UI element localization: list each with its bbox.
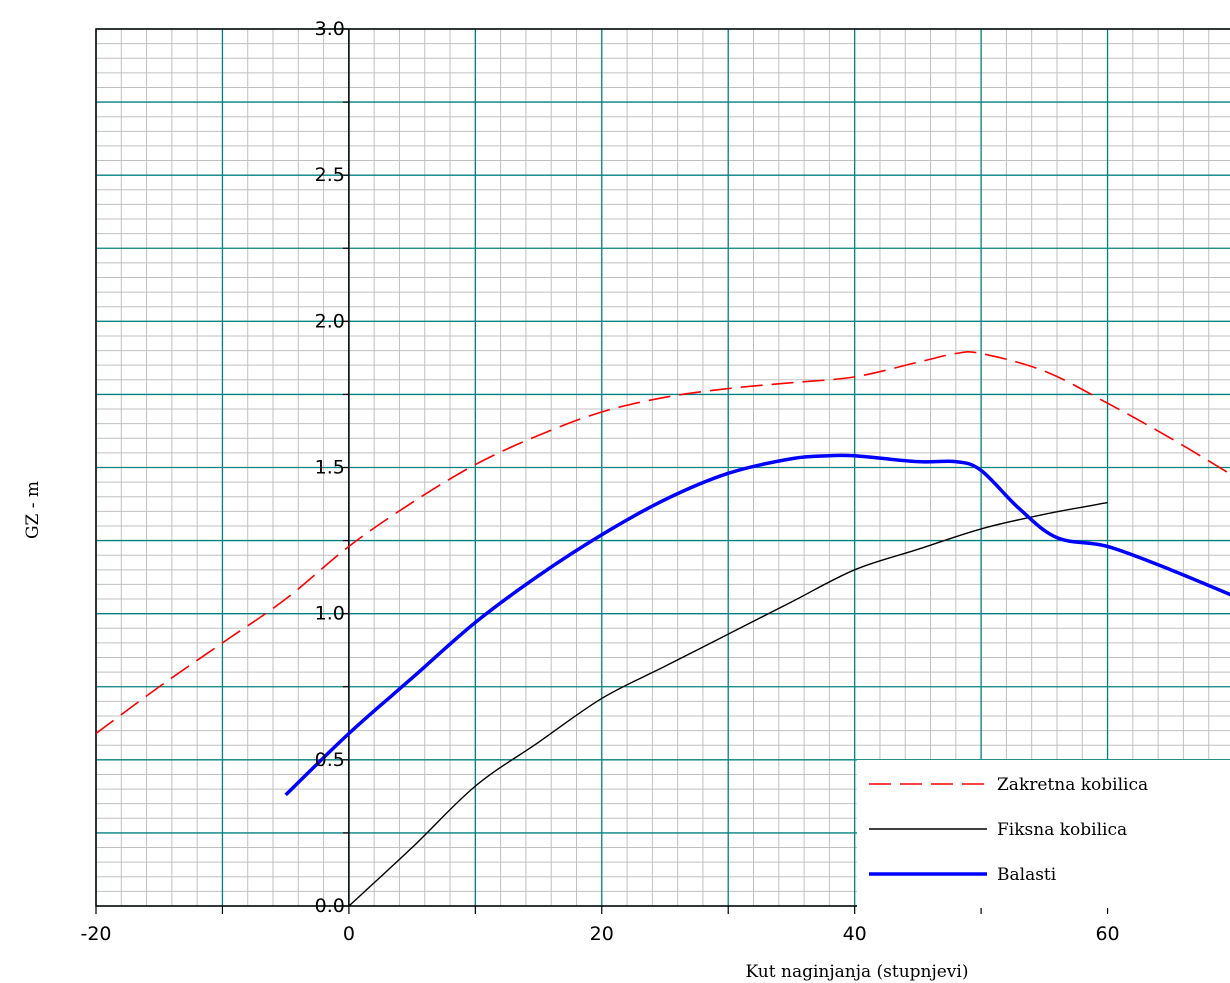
y-tick-label: 3.0 xyxy=(315,18,345,40)
tick-labels: -20 0 20 40 60 0.0 0.5 1.0 1.5 2.0 2.5 3.0 xyxy=(80,18,1119,945)
legend-label-fiksna-kobilica: Fiksna kobilica xyxy=(997,820,1127,840)
series-line-fiksna-kobilica xyxy=(348,501,1108,906)
y-tick-label: 0.5 xyxy=(315,749,345,771)
x-axis-title: Kut naginjanja (stupnjevi) xyxy=(745,962,968,982)
y-tick-label: 0.0 xyxy=(315,895,345,917)
x-tick-label: 0 xyxy=(343,923,355,945)
x-tick-label: 20 xyxy=(590,923,614,945)
legend: Zakretna kobilica Fiksna kobilica Balasti xyxy=(857,760,1230,908)
x-tick-label: 40 xyxy=(843,923,867,945)
x-tick-label: -20 xyxy=(80,923,111,945)
y-tick-label: 2.5 xyxy=(315,164,345,186)
legend-label-balasti: Balasti xyxy=(997,865,1057,885)
series-group xyxy=(96,351,1230,906)
legend-label-zakretna-kobilica: Zakretna kobilica xyxy=(997,775,1148,795)
y-tick-label: 2.0 xyxy=(315,310,345,332)
y-tick-label: 1.0 xyxy=(315,603,345,625)
plot-frame xyxy=(95,28,1230,907)
series-line-zakretna-kobilica xyxy=(96,351,1230,735)
axes xyxy=(95,28,1230,914)
series-line-balasti xyxy=(284,453,1230,797)
x-tick-label: 60 xyxy=(1095,923,1119,945)
y-tick-label: 1.5 xyxy=(315,457,345,479)
y-axis-title: GZ - m xyxy=(23,481,43,539)
